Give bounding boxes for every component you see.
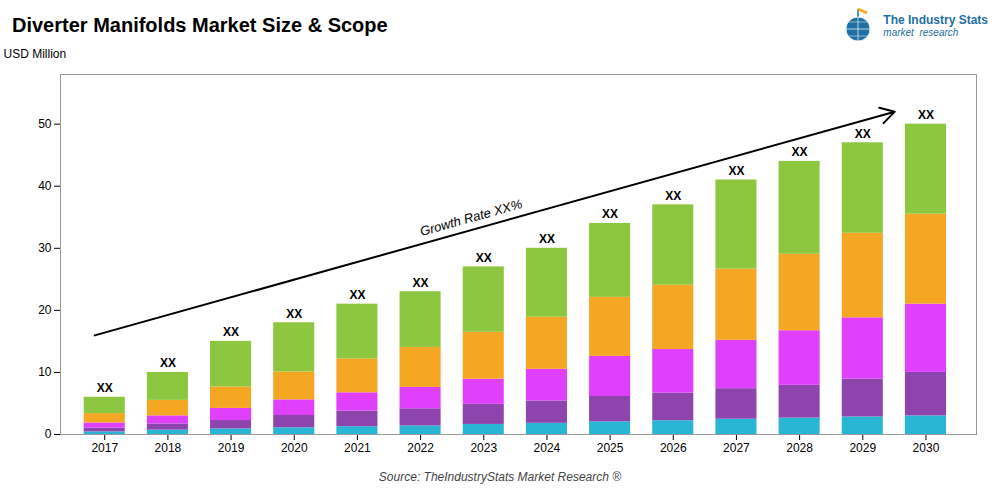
svg-text:XX: XX [97, 381, 113, 395]
svg-text:40: 40 [38, 179, 52, 193]
svg-text:20: 20 [38, 303, 52, 317]
svg-text:2024: 2024 [534, 441, 561, 455]
svg-text:50: 50 [38, 117, 52, 131]
svg-text:XX: XX [855, 127, 871, 141]
svg-text:2028: 2028 [786, 441, 813, 455]
svg-text:Growth Rate XX%: Growth Rate XX% [418, 196, 524, 239]
svg-text:2022: 2022 [407, 441, 434, 455]
svg-text:USD Million: USD Million [4, 47, 67, 61]
svg-text:2027: 2027 [723, 441, 750, 455]
svg-text:2021: 2021 [344, 441, 371, 455]
html-text:Diverter Manifolds Market Size: Diverter Manifolds Market Size & Scope [12, 13, 388, 36]
svg-text:XX: XX [539, 232, 555, 246]
svg-text:2023: 2023 [470, 441, 497, 455]
svg-text:2030: 2030 [913, 441, 940, 455]
html-text:Source: TheIndustryStats Marke: Source: TheIndustryStats Market Research… [378, 470, 622, 484]
svg-text:XX: XX [918, 108, 934, 122]
svg-text:XX: XX [728, 164, 744, 178]
html-text:The Industry Stats: The Industry Stats [883, 12, 988, 27]
svg-text:XX: XX [223, 325, 239, 339]
svg-text:XX: XX [602, 207, 618, 221]
svg-text:2019: 2019 [218, 441, 245, 455]
svg-text:XX: XX [792, 145, 808, 159]
svg-text:2018: 2018 [155, 441, 182, 455]
svg-text:XX: XX [413, 276, 429, 290]
svg-text:XX: XX [286, 307, 302, 321]
svg-text:XX: XX [160, 356, 176, 370]
svg-text:10: 10 [38, 365, 52, 379]
svg-text:XX: XX [349, 288, 365, 302]
svg-text:30: 30 [38, 241, 52, 255]
svg-text:2025: 2025 [597, 441, 624, 455]
svg-text:2020: 2020 [281, 441, 308, 455]
svg-text:2026: 2026 [660, 441, 687, 455]
svg-text:2017: 2017 [91, 441, 118, 455]
svg-text:XX: XX [476, 251, 492, 265]
svg-text:0: 0 [45, 427, 52, 441]
html-text:market research: market research [883, 26, 959, 38]
svg-text:XX: XX [665, 189, 681, 203]
svg-text:2029: 2029 [849, 441, 876, 455]
